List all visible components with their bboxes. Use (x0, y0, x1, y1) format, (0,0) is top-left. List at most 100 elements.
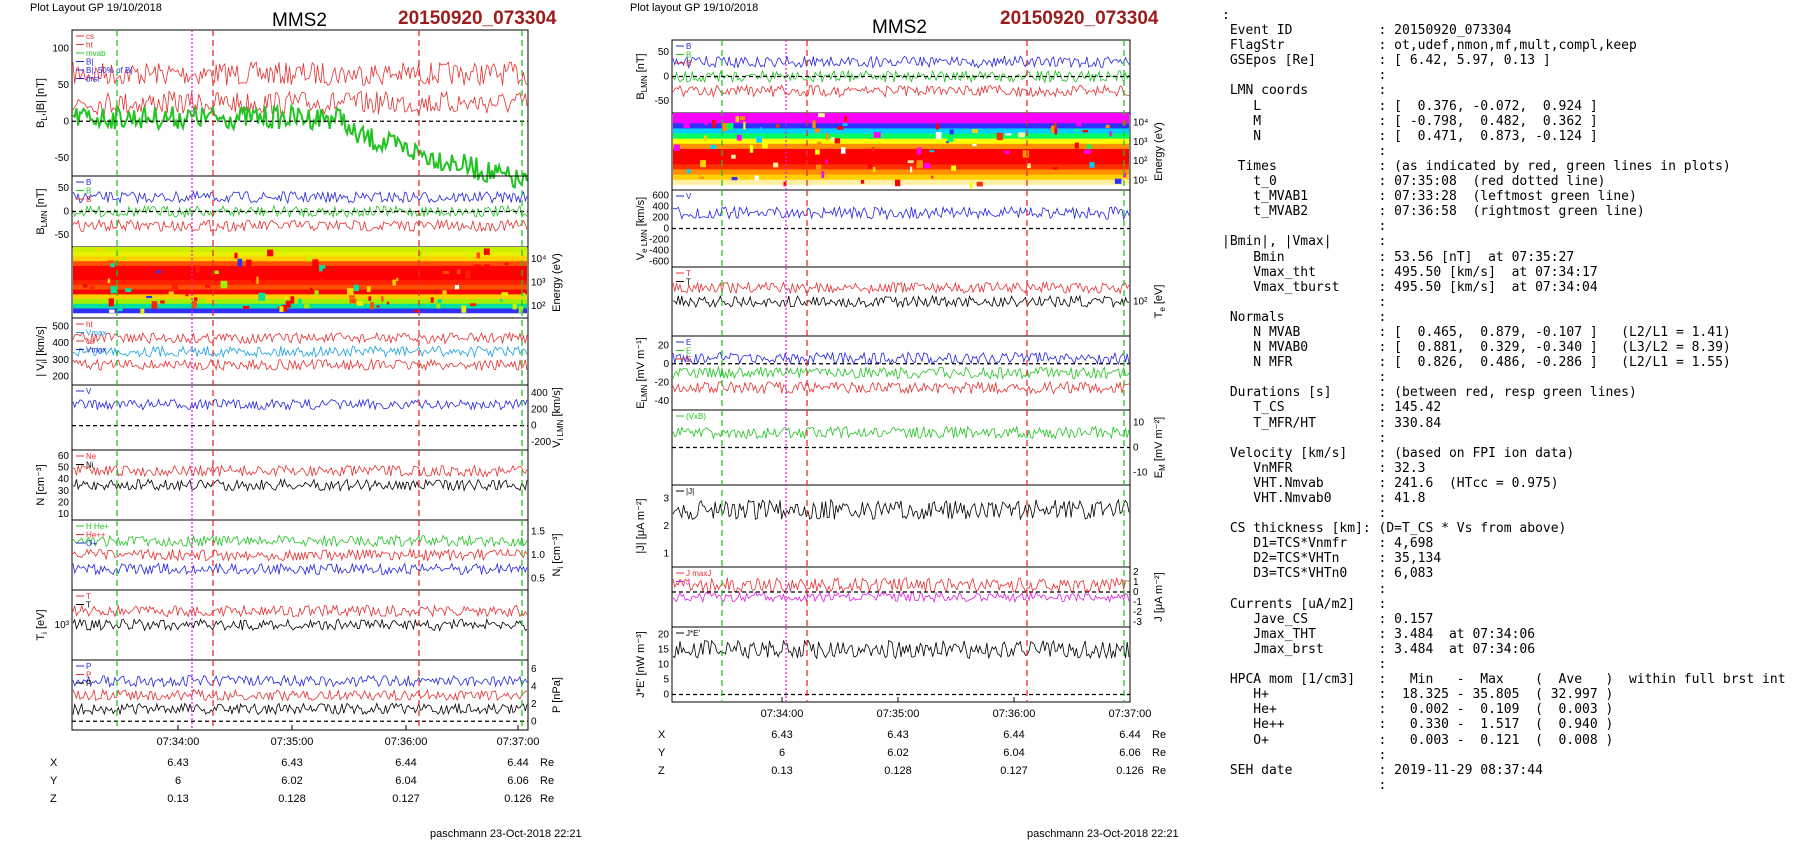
mid-spectrogram-speck (929, 150, 935, 153)
left-spectrogram-speck (151, 301, 158, 309)
info-line: He++ : 0.330 - 1.517 ( 0.940 ) (1222, 717, 1614, 733)
left-tick-label: 10 (58, 509, 70, 520)
left-axis-label-suffix: ,|B| [nT] (35, 78, 47, 116)
mid-series-line (672, 576, 1130, 594)
left-position-unit: Re (540, 757, 554, 769)
mid-tick-label: -200 (649, 235, 669, 246)
mid-axis-label: Energy (eV) (1153, 122, 1165, 181)
left-panel-frame (71, 659, 529, 731)
left-spectrogram-speck (192, 300, 197, 309)
left-series-line (72, 90, 528, 116)
mid-spectrogram-band (673, 143, 1129, 150)
left-legend-label: B (86, 178, 91, 187)
left-series-line (72, 562, 528, 576)
mid-axis-label-suffix: [eV] (1153, 285, 1165, 308)
mid-panel: 10² Te [eV] TT (671, 266, 1167, 337)
left-legend-label: P (86, 662, 91, 671)
mid-tick-label: 10¹ (1133, 175, 1148, 186)
mid-spectrogram-speck (736, 134, 742, 141)
info-line: : (1222, 370, 1387, 386)
left-legend-label: mvab (86, 49, 106, 58)
mid-tick-label: 10² (1133, 297, 1148, 308)
left-axis-label: BL,|B| [nT] (35, 78, 49, 128)
left-spectrogram-speck (285, 300, 291, 308)
mid-series-line (672, 351, 1130, 366)
left-spectrogram-speck (386, 301, 390, 305)
mid-time-label: 07:37:00 (1109, 708, 1152, 720)
mid-tick-label: -50 (655, 96, 670, 107)
left-legend-label: He++ (86, 531, 106, 540)
mid-axis-label: Ve LMN [km/s] (635, 197, 649, 260)
left-spectrogram-speck (456, 269, 461, 275)
mid-position-value: 0.127 (1000, 765, 1028, 777)
mid-axis-label-suffix: [mV m⁻¹] (635, 337, 647, 384)
mid-spectrogram-speck (773, 162, 779, 168)
left-position-row-label: Y (50, 775, 58, 787)
left-spectrogram-speck (518, 305, 524, 313)
left-tick-label: 200 (52, 372, 69, 383)
left-tick-label: 10² (531, 301, 546, 312)
mid-tick-label: 0 (663, 690, 669, 701)
left-spectrogram-speck (160, 300, 165, 304)
mid-series-line (672, 205, 1130, 221)
info-line: SEH date : 2019-11-29 08:37:44 (1222, 762, 1543, 778)
mid-spectrogram-speck (825, 159, 828, 164)
left-tick-label: 0 (63, 207, 69, 218)
left-position-unit: Re (540, 793, 554, 805)
left-spectrogram-band (73, 313, 527, 319)
left-spectrogram-speck (442, 271, 450, 274)
left-legend-label: T (86, 592, 91, 601)
mid-spectrogram-speck (762, 141, 768, 149)
left-legend-label: P (86, 679, 91, 688)
left-spectrogram-speck (171, 283, 178, 291)
left-tick-label: 400 (531, 388, 548, 399)
mid-spectrogram-speck (686, 169, 691, 174)
left-spectrogram-speck (521, 292, 526, 299)
left-spectrogram-speck (194, 297, 198, 302)
left-spectrogram-speck (353, 284, 359, 292)
left-spectrogram-speck (437, 299, 442, 304)
left-legend-label: O+ (86, 539, 97, 548)
mid-legend-label: J maxJ (686, 569, 711, 578)
info-line: N MVAB0 : [ 0.881, 0.329, -0.340 ] (L3/L… (1222, 340, 1731, 356)
info-line: t_MVAB2 : 07:36:58 (rightmost green line… (1222, 204, 1645, 220)
left-probe-title: MMS2 (272, 10, 327, 31)
left-spectrogram-speck (214, 270, 219, 275)
left-spectrogram-speck (205, 285, 211, 288)
mid-spectrogram-speck (759, 127, 762, 132)
info-line: Vmax_tht : 495.50 [km/s] at 07:34:17 (1222, 264, 1598, 280)
left-spectrogram-speck (461, 305, 467, 313)
mid-time-label: 07:34:00 (761, 708, 804, 720)
mid-axis-label: Te [eV] (1153, 285, 1167, 319)
left-spectrogram-speck (368, 296, 372, 301)
left-spectrogram-speck (442, 290, 447, 295)
left-spectrogram-speck (454, 284, 460, 290)
info-line: He+ : 0.002 - 0.109 ( 0.003 ) (1222, 702, 1614, 718)
mid-legend-label: B (686, 42, 691, 51)
mid-position-value: 6.44 (1003, 729, 1024, 741)
mid-tick-label: -3 (1133, 617, 1142, 628)
left-axis-label-sub: i (40, 632, 49, 634)
info-line: N MFR : [ 0.826, 0.486, -0.286 ] (L2/L1 … (1222, 355, 1731, 371)
left-spectrogram-speck (474, 264, 481, 271)
info-line: FlagStr : ot,udef,nmon,mf,mult,compl,kee… (1222, 38, 1637, 54)
left-spectrogram-speck (109, 309, 115, 313)
mid-spectrogram-band (673, 128, 1129, 135)
left-spectrogram-speck (220, 280, 228, 289)
mid-spectrogram-speck (703, 135, 707, 141)
mid-position-unit: Re (1152, 765, 1166, 777)
mid-axis-label: J [μA m⁻²] (1153, 572, 1165, 621)
mid-spectrogram-speck (923, 163, 931, 169)
left-tick-label: 2 (531, 699, 537, 710)
left-tick-label: 50 (58, 80, 70, 91)
mid-tick-label: 600 (652, 191, 669, 202)
left-axis-label-suffix: [km/s] (551, 387, 563, 419)
mid-spectrogram-band (673, 133, 1129, 140)
mid-panel: 10⁴ 10³ 10² 10¹ Energy (eV) (671, 112, 1165, 191)
mid-tick-label: 20 (658, 630, 670, 641)
mid-tick-label: 10 (1133, 418, 1145, 429)
mid-position-value: 0.126 (1116, 765, 1144, 777)
mid-spectrogram-speck (972, 129, 978, 133)
left-tick-label: -200 (531, 437, 551, 448)
mid-spectrogram-speck (872, 146, 875, 152)
